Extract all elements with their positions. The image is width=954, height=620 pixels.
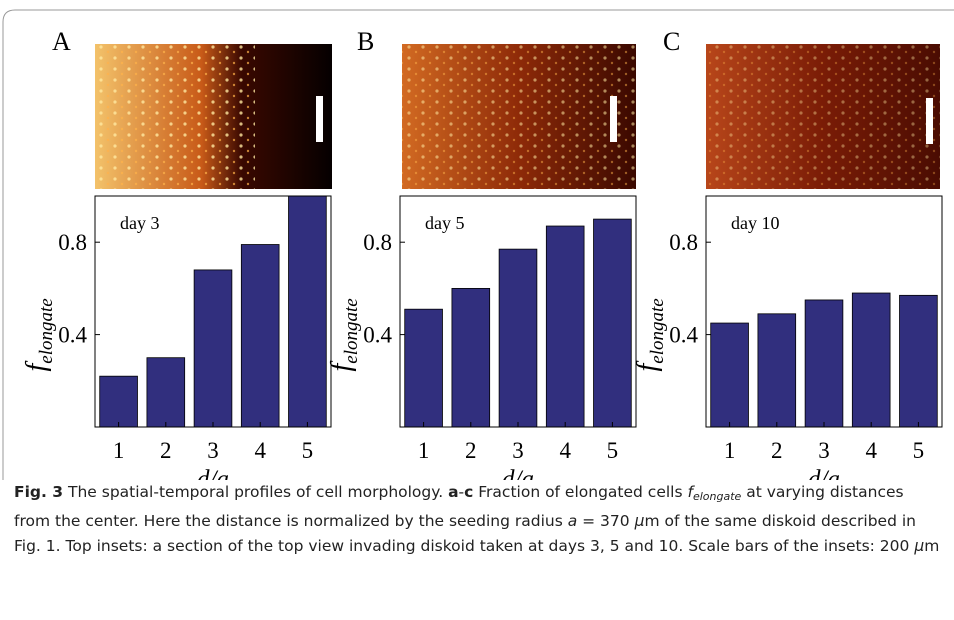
annotation: day 5 <box>425 213 465 233</box>
caption-text: = 370 <box>577 512 634 530</box>
x-tick-label: 1 <box>113 438 125 463</box>
inset-image <box>402 44 636 189</box>
y-tick-label: 0.8 <box>669 230 698 255</box>
y-axis-label: felongate <box>21 298 57 371</box>
y-tick-label: 0.8 <box>58 230 87 255</box>
inset-image <box>706 44 940 189</box>
bar <box>452 288 490 427</box>
bar <box>594 219 632 427</box>
panel-label: C <box>663 27 680 56</box>
caption-text: μ <box>635 512 645 530</box>
x-tick-label: 5 <box>913 438 925 463</box>
x-tick-label: 3 <box>512 438 524 463</box>
bar <box>241 245 279 427</box>
bar <box>805 300 843 427</box>
annotation: day 10 <box>731 213 780 233</box>
x-axis-label: d/a <box>197 466 229 480</box>
caption-text: The spatial-temporal profiles of cell mo… <box>63 483 448 501</box>
y-tick-label: 0.4 <box>58 323 87 348</box>
bar <box>852 293 890 427</box>
panel-label: B <box>357 27 374 56</box>
x-tick-label: 2 <box>160 438 172 463</box>
bar <box>405 309 443 427</box>
x-tick-label: 5 <box>607 438 619 463</box>
caption-text: c <box>464 483 473 501</box>
annotation: day 3 <box>120 213 160 233</box>
bar <box>900 295 938 427</box>
x-tick-label: 4 <box>865 438 877 463</box>
x-tick-label: 4 <box>559 438 571 463</box>
bar <box>711 323 749 427</box>
y-axis-label: felongate <box>632 298 668 371</box>
caption-text: a <box>448 483 458 501</box>
x-axis-label: d/a <box>502 466 534 480</box>
bar <box>147 358 185 427</box>
x-tick-label: 4 <box>254 438 266 463</box>
caption-text: μ <box>914 537 924 555</box>
x-tick-label: 3 <box>818 438 830 463</box>
y-tick-label: 0.4 <box>363 323 392 348</box>
y-tick-label: 0.8 <box>363 230 392 255</box>
caption-text: elongate <box>693 490 741 503</box>
x-tick-label: 2 <box>465 438 477 463</box>
caption-text: a <box>568 512 578 530</box>
x-tick-label: 5 <box>302 438 314 463</box>
caption-text: Fraction of elongated cells <box>473 483 687 501</box>
panel-label: A <box>52 27 71 56</box>
x-tick-label: 2 <box>771 438 783 463</box>
bar <box>758 314 796 427</box>
caption-text: m <box>924 537 939 555</box>
figure-caption: Fig. 3 The spatial-temporal profiles of … <box>14 480 944 558</box>
y-axis-label-sub: elongate <box>36 298 57 363</box>
bar <box>289 196 327 427</box>
x-tick-label: 1 <box>724 438 736 463</box>
bar <box>194 270 232 427</box>
inset-image <box>95 44 332 189</box>
x-axis-label: d/a <box>808 466 840 480</box>
x-tick-label: 1 <box>418 438 430 463</box>
bar <box>499 249 537 427</box>
bar <box>100 376 138 427</box>
page: Aday 3 0.4 0.8 1 2 3 4 5 d/a felongate Bday 5 0.4 0.… <box>0 0 954 620</box>
y-axis-label-sub: elongate <box>341 298 362 363</box>
bar <box>546 226 584 427</box>
caption-text: Fig. 3 <box>14 483 63 501</box>
x-tick-label: 3 <box>207 438 219 463</box>
y-tick-label: 0.4 <box>669 323 698 348</box>
y-axis-label-sub: elongate <box>647 298 668 363</box>
